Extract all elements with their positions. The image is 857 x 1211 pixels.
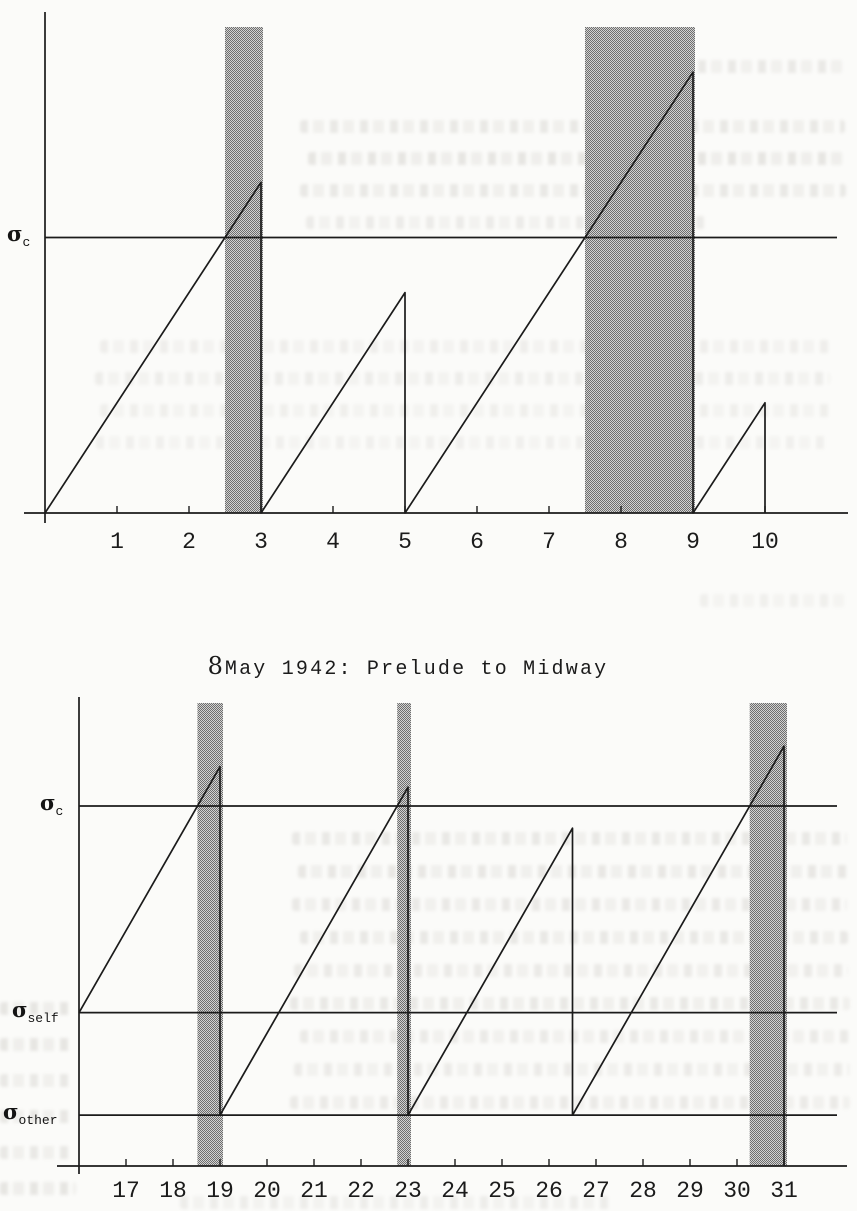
title-text: May 1942: Prelude to Midway [224, 658, 609, 681]
bleedthrough-smudge [292, 832, 847, 845]
x-tick-label: 10 [751, 529, 779, 555]
bleedthrough-smudge [0, 1182, 76, 1195]
x-tick-label: 20 [253, 1178, 281, 1204]
x-tick-label: 2 [182, 529, 196, 555]
series-accumulated-tension [44, 71, 766, 514]
bleedthrough-smudge [292, 898, 847, 911]
bleedthrough-smudge [300, 120, 845, 133]
x-tick-label: 8 [614, 529, 628, 555]
sigma-subscript: c [22, 235, 31, 250]
shaded-band [749, 703, 787, 1166]
shaded-band [197, 703, 223, 1166]
bleedthrough-smudge [0, 1146, 70, 1159]
sigma-glyph: σ [7, 221, 23, 246]
midway-prelude-chart: 17 18 19 20 21 22 23 24 25 26 27 28 29 30 31 [57, 697, 847, 1204]
bleedthrough-smudge [308, 152, 846, 165]
bleedthrough-smudge [0, 1074, 70, 1087]
x-tick-label: 25 [488, 1178, 516, 1204]
x-tick-label: 26 [535, 1178, 563, 1204]
shaded-band [585, 27, 695, 513]
bleedthrough-smudge [700, 594, 850, 607]
sigma-c-label-top: σc [7, 223, 30, 249]
x-tick-label: 19 [206, 1178, 234, 1204]
sigma-subscript: self [27, 1011, 59, 1026]
bleedthrough-smudge [0, 1110, 72, 1123]
sigma-c-label-bottom: σc [40, 792, 63, 818]
title-prefix: 8 [207, 652, 223, 680]
x-tick-label: 22 [347, 1178, 375, 1204]
x-tick-label: 17 [112, 1178, 140, 1204]
series-accumulated-tension [78, 745, 785, 1166]
bleedthrough-smudge [300, 931, 848, 944]
sigma-glyph: σ [12, 997, 28, 1022]
x-tick-label: 18 [159, 1178, 187, 1204]
bleedthrough-smudge [0, 1038, 72, 1051]
x-tick-label: 27 [582, 1178, 610, 1204]
x-tick-label: 23 [394, 1178, 422, 1204]
x-tick-label: 4 [326, 529, 340, 555]
sigma-subscript: other [18, 1113, 58, 1128]
x-tick-label: 30 [723, 1178, 751, 1204]
bleedthrough-smudge [290, 997, 850, 1010]
sigma-subscript: c [55, 804, 64, 819]
x-tick-label: 3 [254, 529, 268, 555]
x-tick-label: 28 [629, 1178, 657, 1204]
top-sawtooth-chart: 1 2 3 4 5 6 7 8 9 10 [24, 12, 848, 555]
x-tick-label: 6 [470, 529, 484, 555]
shaded-band [225, 27, 263, 513]
x-tick-label: 1 [110, 529, 124, 555]
x-tick-label: 29 [676, 1178, 704, 1204]
sigma-other-label: σother [3, 1101, 58, 1127]
x-tick-label: 31 [770, 1178, 798, 1204]
sigma-self-label: σself [12, 999, 59, 1025]
bleedthrough-smudge [0, 1002, 70, 1015]
bleedthrough-smudge [300, 1030, 850, 1043]
bleedthrough-smudge [300, 184, 846, 197]
x-tick-label: 21 [300, 1178, 328, 1204]
x-tick-label: 24 [441, 1178, 469, 1204]
sigma-glyph: σ [40, 790, 56, 815]
bleedthrough-smudge [294, 964, 848, 977]
x-tick-label: 9 [686, 529, 700, 555]
sigma-glyph: σ [3, 1099, 19, 1124]
bleedthrough-smudge [290, 1096, 850, 1109]
bleedthrough-smudge [180, 1196, 610, 1209]
bottom-chart-title: 8 May 1942: Prelude to Midway [0, 652, 816, 681]
x-tick-label: 5 [398, 529, 412, 555]
x-tick-label: 7 [542, 529, 556, 555]
shaded-band [397, 703, 411, 1166]
